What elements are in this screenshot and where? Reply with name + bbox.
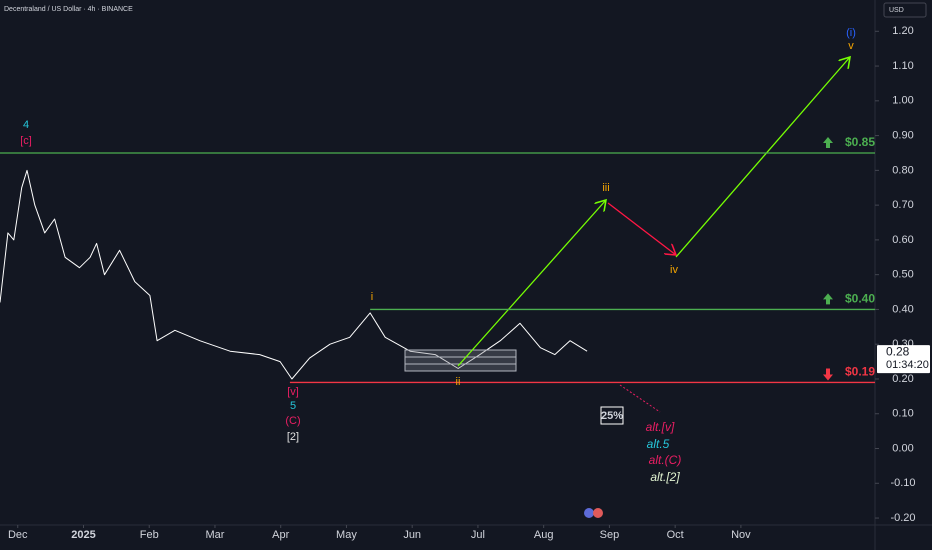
wave-label: 5 bbox=[290, 400, 296, 412]
y-tick-label: 0.40 bbox=[892, 303, 913, 315]
y-tick-label: 0.50 bbox=[892, 269, 913, 281]
x-tick-label: Dec bbox=[8, 529, 28, 541]
wave-label: iv bbox=[670, 264, 678, 276]
wave-label: (C) bbox=[285, 415, 300, 427]
x-tick-label: 2025 bbox=[71, 529, 95, 541]
y-tick-label: 1.10 bbox=[892, 60, 913, 72]
projection-arrow bbox=[607, 202, 676, 255]
wave-label: iii bbox=[602, 182, 609, 194]
wave-label: [c] bbox=[20, 135, 32, 147]
y-tick-label: 0.10 bbox=[892, 408, 913, 420]
x-tick-label: Oct bbox=[667, 529, 684, 541]
probability: 25% bbox=[601, 410, 623, 422]
last-price: 0.28 bbox=[886, 344, 910, 358]
wave-label: ii bbox=[456, 376, 461, 388]
wave-label: i bbox=[371, 291, 373, 303]
wave-label: alt.(C) bbox=[649, 453, 682, 467]
y-tick-label: 0.70 bbox=[892, 199, 913, 211]
y-tick-label: 0.00 bbox=[892, 442, 913, 454]
x-tick-label: Mar bbox=[205, 529, 224, 541]
y-tick-label: 0.90 bbox=[892, 130, 913, 142]
chart-title: Decentraland / US Dollar · 4h · BINANCE bbox=[4, 6, 133, 13]
wave-label: [v] bbox=[287, 386, 299, 398]
x-tick-label: Sep bbox=[600, 529, 620, 541]
y-tick-label: 1.20 bbox=[892, 25, 913, 37]
x-tick-label: Jul bbox=[471, 529, 485, 541]
level-arrow bbox=[823, 293, 833, 305]
level-arrow bbox=[823, 368, 833, 381]
level-label: $0.19 bbox=[845, 365, 875, 379]
x-tick-label: Jun bbox=[403, 529, 421, 541]
y-tick-label: -0.20 bbox=[890, 512, 915, 524]
wave-label: v bbox=[848, 40, 854, 52]
x-tick-label: May bbox=[336, 529, 357, 541]
x-tick-label: Apr bbox=[272, 529, 289, 541]
x-tick-label: Aug bbox=[534, 529, 554, 541]
countdown: 01:34:20 bbox=[886, 359, 929, 371]
wave-label: (i) bbox=[846, 27, 856, 39]
wave-label: alt.[v] bbox=[646, 420, 675, 434]
y-tick-label: -0.10 bbox=[890, 477, 915, 489]
y-tick-label: 0.80 bbox=[892, 164, 913, 176]
event-icon[interactable] bbox=[584, 508, 594, 518]
projection-arrow bbox=[457, 200, 606, 367]
wave-label: [2] bbox=[287, 431, 299, 443]
level-arrow bbox=[823, 136, 833, 148]
y-tick-label: 0.60 bbox=[892, 234, 913, 246]
level-label: $0.40 bbox=[845, 292, 875, 306]
currency: USD bbox=[889, 7, 904, 14]
alt-arrow bbox=[619, 384, 661, 413]
x-tick-label: Nov bbox=[731, 529, 751, 541]
event-icon[interactable] bbox=[593, 508, 603, 518]
x-tick-label: Feb bbox=[140, 529, 159, 541]
y-tick-label: 1.00 bbox=[892, 95, 913, 107]
range-box bbox=[404, 349, 517, 372]
projection-arrow bbox=[675, 57, 850, 258]
probability-box bbox=[600, 406, 624, 425]
y-tick-label: 0.20 bbox=[892, 373, 913, 385]
wave-label: alt.[2] bbox=[650, 470, 680, 484]
level-label: $0.85 bbox=[845, 135, 875, 149]
wave-label: alt.5 bbox=[647, 437, 670, 451]
wave-label: 4 bbox=[23, 119, 29, 131]
currency-box[interactable] bbox=[883, 2, 927, 18]
last-price-box bbox=[877, 345, 930, 374]
